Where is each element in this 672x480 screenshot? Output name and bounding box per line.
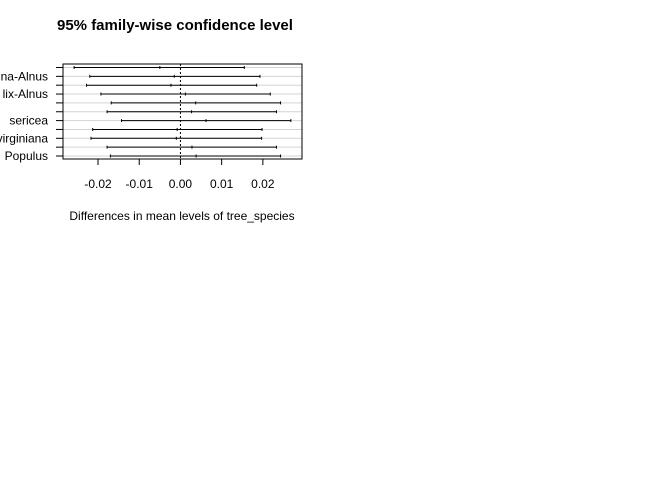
x-tick-label: 0.02 xyxy=(251,177,275,191)
y-tick-label: Populus xyxy=(5,149,48,163)
x-axis-label: Differences in mean levels of tree_speci… xyxy=(69,209,294,223)
ci-bar-9 xyxy=(106,145,277,149)
ci-bar-0 xyxy=(73,66,245,69)
ci-bar-4 xyxy=(110,101,282,105)
x-axis: -0.02 -0.01 0.00 0.01 0.02 xyxy=(84,159,275,191)
ci-bar-1 xyxy=(89,74,261,78)
ci-bar-7 xyxy=(92,127,263,131)
y-axis: na-Alnus lix-Alnus sericea virginiana Populu… xyxy=(0,67,63,163)
y-tick-label: na-Alnus xyxy=(1,69,48,83)
y-tick-label: sericea xyxy=(9,114,48,128)
x-tick-label: -0.01 xyxy=(126,177,154,191)
ci-bar-3 xyxy=(100,92,271,96)
ci-bar-6 xyxy=(121,119,292,123)
y-tick-label: virginiana xyxy=(0,131,48,145)
ci-bar-2 xyxy=(85,83,258,87)
ci-bar-10 xyxy=(109,154,282,158)
ci-bar-5 xyxy=(106,110,277,114)
chart-title: 95% family-wise confidence level xyxy=(57,17,293,34)
x-tick-label: 0.00 xyxy=(169,177,193,191)
confidence-intervals xyxy=(73,66,292,158)
ci-bar-8 xyxy=(90,136,263,140)
x-tick-label: -0.02 xyxy=(84,177,112,191)
y-tick-label: lix-Alnus xyxy=(3,87,48,101)
x-tick-label: 0.01 xyxy=(210,177,234,191)
